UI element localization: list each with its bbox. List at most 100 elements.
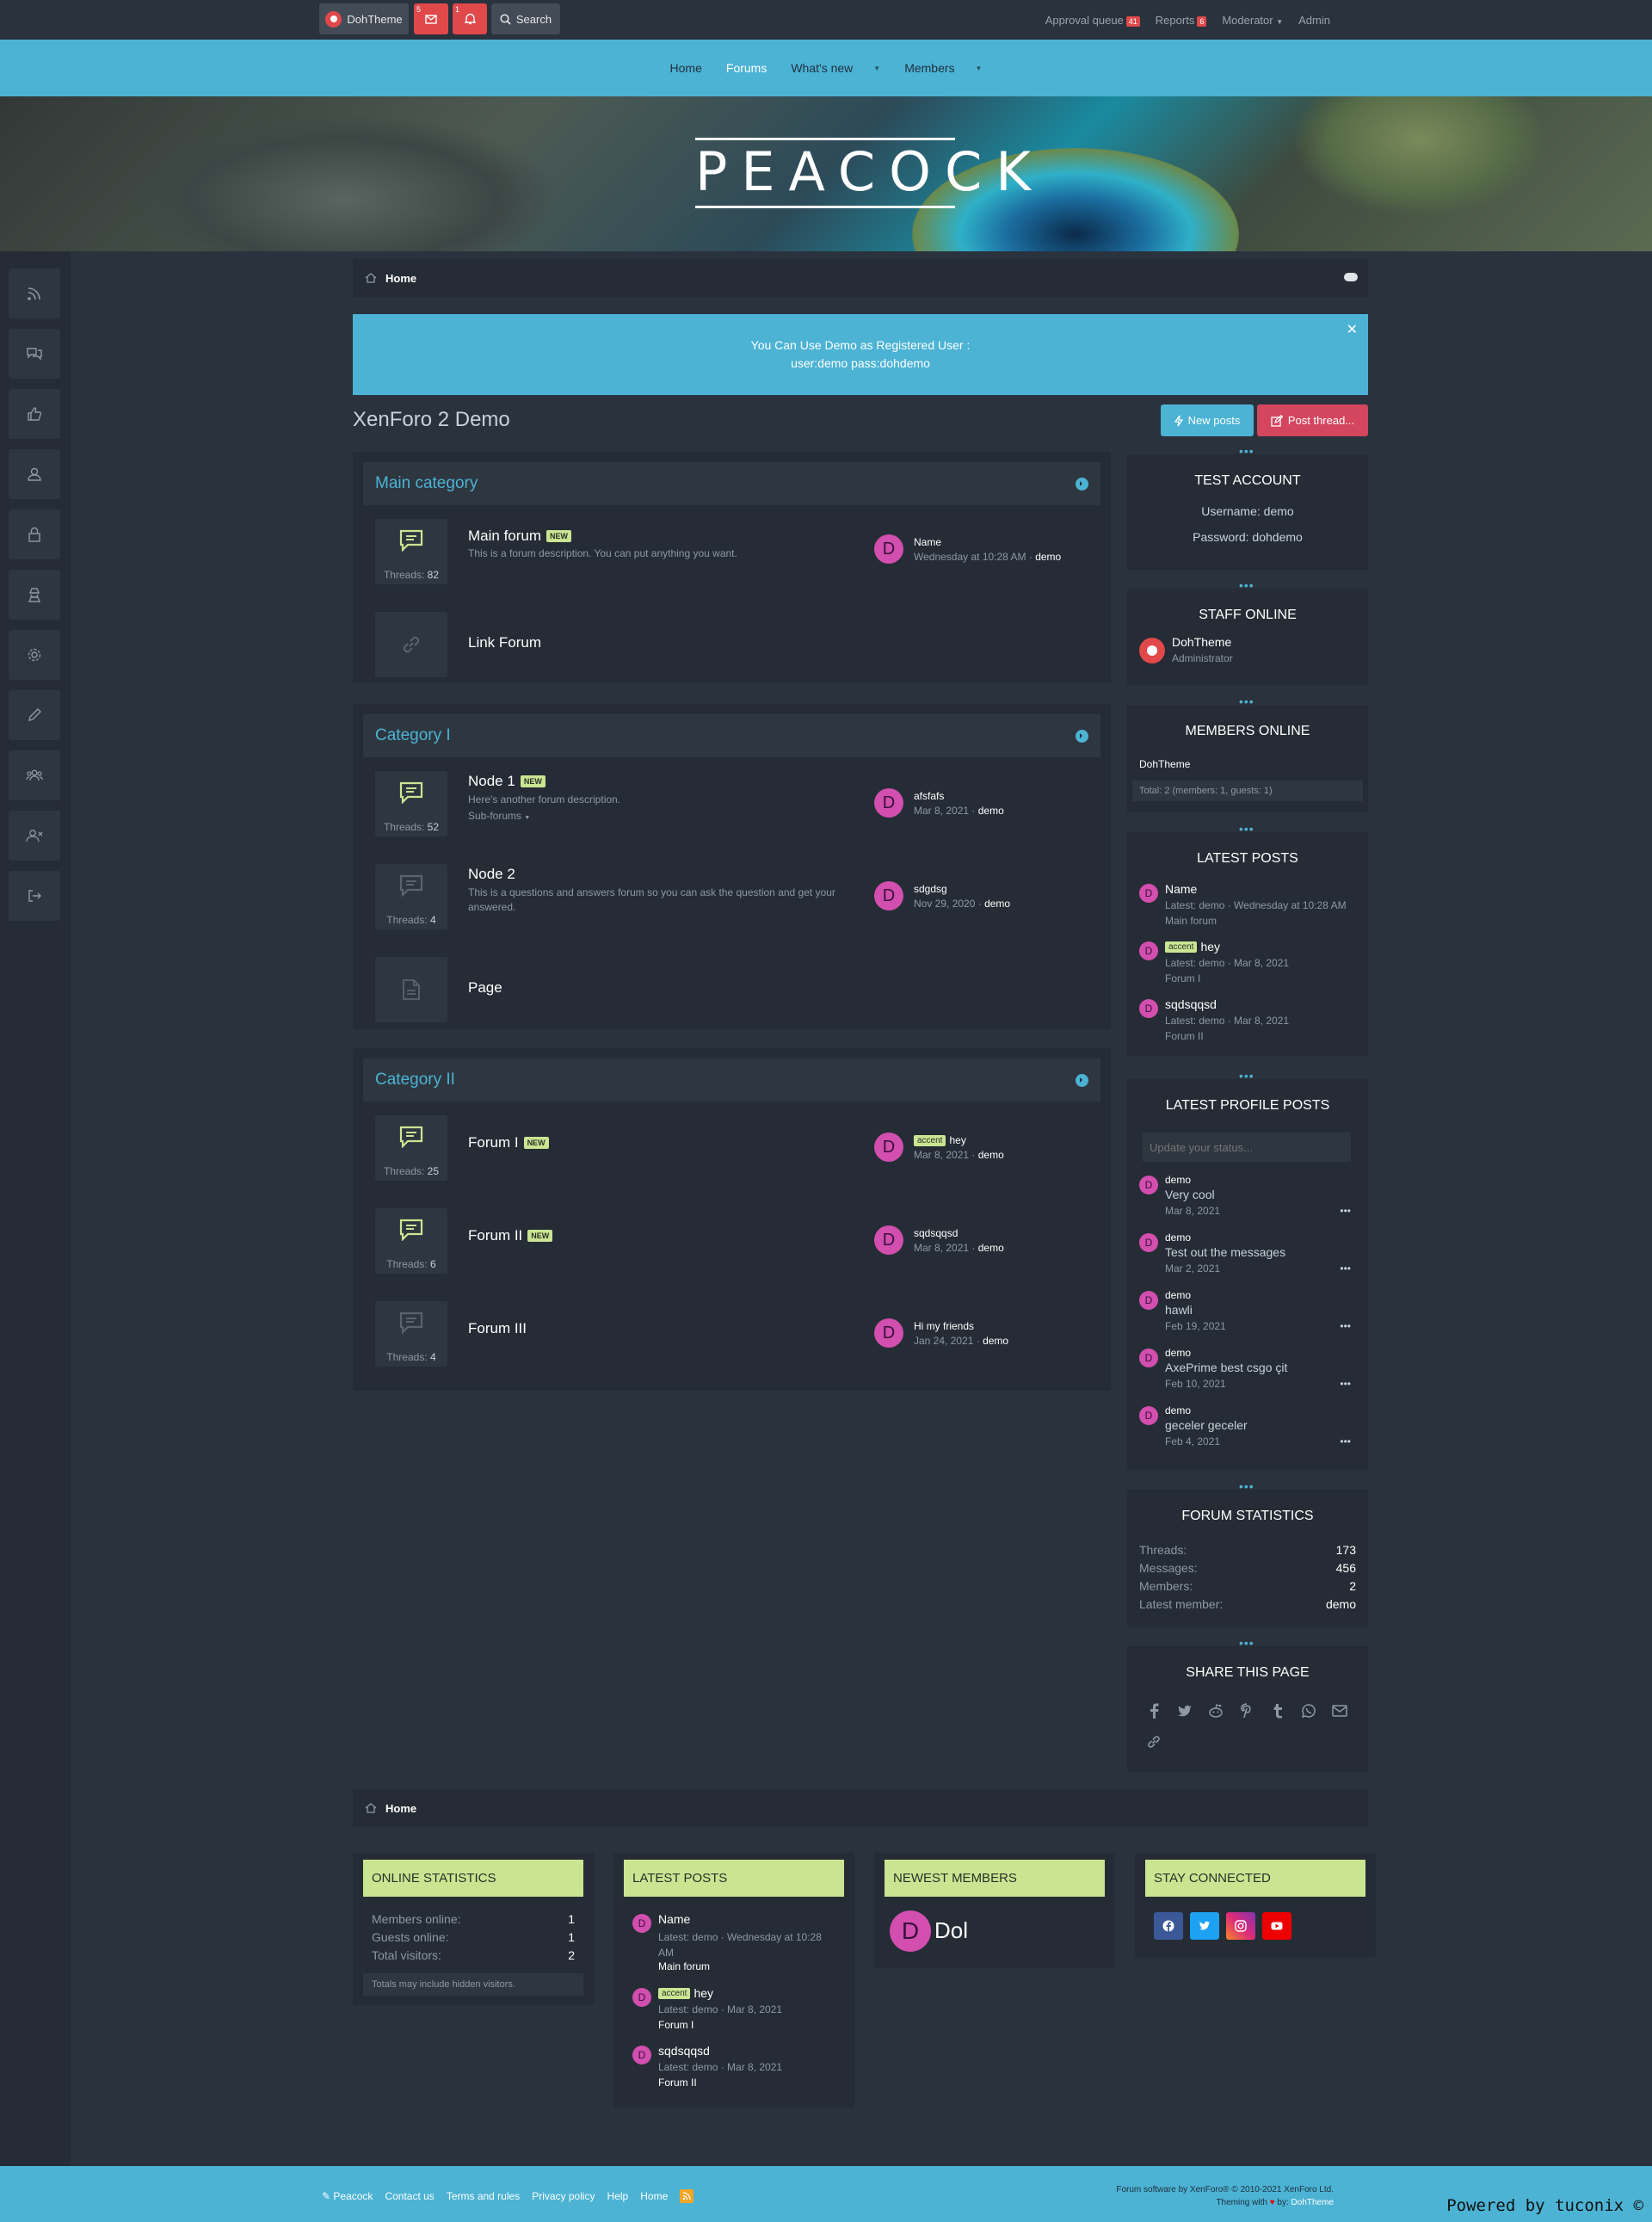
last-post-title[interactable]: sqdsqqsd (914, 1227, 959, 1239)
poster-name[interactable]: demo (1165, 1231, 1192, 1244)
stat-value[interactable]: demo (1325, 1597, 1356, 1611)
close-icon[interactable]: ✕ (1346, 323, 1358, 337)
approval-queue-link[interactable]: Approval queue 41 (1045, 14, 1140, 27)
alerts-button[interactable]: 1 (453, 3, 487, 34)
post-date[interactable]: Feb 4, 2021 (1165, 1435, 1221, 1447)
whatsapp-icon[interactable] (1299, 1701, 1318, 1720)
avatar[interactable]: D (874, 1133, 903, 1162)
sidebar-conversations[interactable] (9, 329, 60, 379)
node-title-text[interactable]: Forum III (468, 1320, 527, 1336)
avatar[interactable] (1139, 638, 1165, 664)
breadcrumb-home[interactable]: Home (385, 1801, 417, 1815)
poster-name[interactable]: demo (1165, 1347, 1192, 1359)
category-title[interactable]: Category I (375, 726, 451, 744)
post-forum[interactable]: Forum I (1165, 972, 1201, 984)
post-forum[interactable]: Forum II (1165, 1030, 1204, 1042)
last-post-title[interactable]: sdgdsg (914, 883, 947, 895)
avatar[interactable]: D (1139, 1349, 1158, 1367)
collapse-toggle[interactable] (1076, 729, 1088, 743)
last-post-user[interactable]: demo (983, 1335, 1009, 1347)
avatar[interactable]: D (1139, 1233, 1158, 1252)
post-date[interactable]: Mar 8, 2021 (1165, 1205, 1221, 1217)
sidebar-ignoring[interactable] (9, 811, 60, 861)
avatar[interactable]: D (874, 1225, 903, 1255)
post-forum[interactable]: Main forum (658, 1960, 711, 1972)
poster-name[interactable]: demo (1165, 1289, 1192, 1301)
last-post-date[interactable]: Wednesday at 10:28 AM (914, 551, 1026, 563)
inbox-button[interactable]: 5 (414, 3, 448, 34)
chevron-down-icon[interactable]: ▼ (975, 64, 983, 72)
post-thread-button[interactable]: Post thread... (1257, 404, 1368, 436)
email-icon[interactable] (1330, 1701, 1349, 1720)
node-title-text[interactable]: Link Forum (468, 634, 542, 651)
facebook-icon[interactable] (1144, 1701, 1163, 1720)
node-title-text[interactable]: Page (468, 979, 502, 996)
footer-link-contact[interactable]: Contact us (385, 2190, 435, 2202)
avatar[interactable]: D (874, 534, 903, 564)
nav-forums[interactable]: Forums (725, 61, 767, 75)
node-title-text[interactable]: Forum II (468, 1227, 523, 1244)
moderator-menu[interactable]: Moderator ▼ (1222, 14, 1283, 27)
avatar[interactable]: D (632, 1914, 651, 1933)
avatar[interactable]: D (874, 788, 903, 818)
node-title[interactable]: Forum II NEW (468, 1227, 553, 1244)
footer-link-home[interactable]: Home (640, 2190, 669, 2202)
facebook-icon[interactable] (1154, 1912, 1183, 1940)
node-title-text[interactable]: Forum I (468, 1134, 519, 1151)
reddit-icon[interactable] (1206, 1701, 1225, 1720)
theme-author-link[interactable]: DohTheme (1291, 2198, 1334, 2207)
member-name[interactable]: Dol (934, 1917, 969, 1943)
sidebar-rss[interactable] (9, 268, 60, 318)
sidebar-signature[interactable] (9, 690, 60, 740)
last-post-date[interactable]: Jan 24, 2021 (914, 1335, 974, 1347)
post-forum[interactable]: Forum II (658, 2077, 697, 2089)
last-post-title-text[interactable]: hey (949, 1134, 966, 1146)
avatar[interactable]: D (1139, 1291, 1158, 1310)
avatar[interactable]: D (1139, 941, 1158, 960)
breadcrumb-home[interactable]: Home (385, 271, 417, 285)
avatar[interactable]: D (1139, 1406, 1158, 1425)
account-button[interactable]: DohTheme (319, 3, 409, 34)
footer-link-style[interactable]: ✎ Peacock (322, 2190, 373, 2202)
last-post-date[interactable]: Mar 8, 2021 (914, 805, 970, 817)
style-toggle[interactable] (1344, 273, 1358, 281)
avatar[interactable]: D (632, 1988, 651, 2007)
sidebar-following[interactable] (9, 750, 60, 800)
avatar[interactable]: D (632, 2046, 651, 2065)
more-icon[interactable]: ••• (1340, 1378, 1351, 1390)
more-icon[interactable]: ••• (1340, 1262, 1351, 1275)
last-post-title[interactable]: Hi my friends (914, 1320, 975, 1332)
site-logo[interactable]: PEACOCK (695, 138, 1031, 208)
copyright-text[interactable]: Forum software by XenForo® © 2010-2021 X… (1116, 2185, 1334, 2194)
last-post-user[interactable]: demo (977, 805, 1004, 817)
post-title[interactable]: accent hey (658, 1986, 713, 2000)
nav-whats-new[interactable]: What's new ▼ (791, 61, 880, 75)
more-icon[interactable]: ••• (1340, 1435, 1351, 1447)
node-title-text[interactable]: Node 2 (468, 866, 515, 882)
last-post-date[interactable]: Nov 29, 2020 (914, 898, 976, 910)
last-post-user[interactable]: demo (977, 1149, 1004, 1161)
last-post-user[interactable]: demo (984, 898, 1011, 910)
last-post-user[interactable]: demo (977, 1242, 1004, 1254)
sidebar-moderator[interactable] (9, 570, 60, 620)
category-header[interactable]: Main category (363, 462, 1100, 505)
node-title[interactable]: Link Forum (468, 634, 541, 651)
sidebar-privacy[interactable] (9, 509, 60, 559)
nav-home[interactable]: Home (669, 61, 702, 75)
admin-link[interactable]: Admin (1298, 13, 1330, 27)
sub-forums-menu[interactable]: Sub-forums ▼ (468, 809, 855, 825)
post-forum[interactable]: Forum I (658, 2019, 694, 2031)
post-date[interactable]: Feb 19, 2021 (1165, 1320, 1226, 1332)
post-title[interactable]: sqdsqqsd (658, 2044, 710, 2058)
twitter-icon[interactable] (1190, 1912, 1219, 1940)
node-title-text[interactable]: Node 1 (468, 773, 515, 789)
staff-name[interactable]: DohTheme (1172, 635, 1232, 649)
category-header[interactable]: Category I (363, 714, 1100, 757)
nav-members[interactable]: Members ▼ (904, 61, 982, 75)
avatar[interactable]: D (1139, 1176, 1158, 1194)
node-title[interactable]: Page (468, 979, 502, 997)
poster-name[interactable]: demo (1165, 1404, 1192, 1417)
last-post-title[interactable]: Name (914, 536, 942, 548)
footer-link-terms[interactable]: Terms and rules (446, 2190, 521, 2202)
collapse-toggle[interactable] (1076, 1073, 1088, 1087)
